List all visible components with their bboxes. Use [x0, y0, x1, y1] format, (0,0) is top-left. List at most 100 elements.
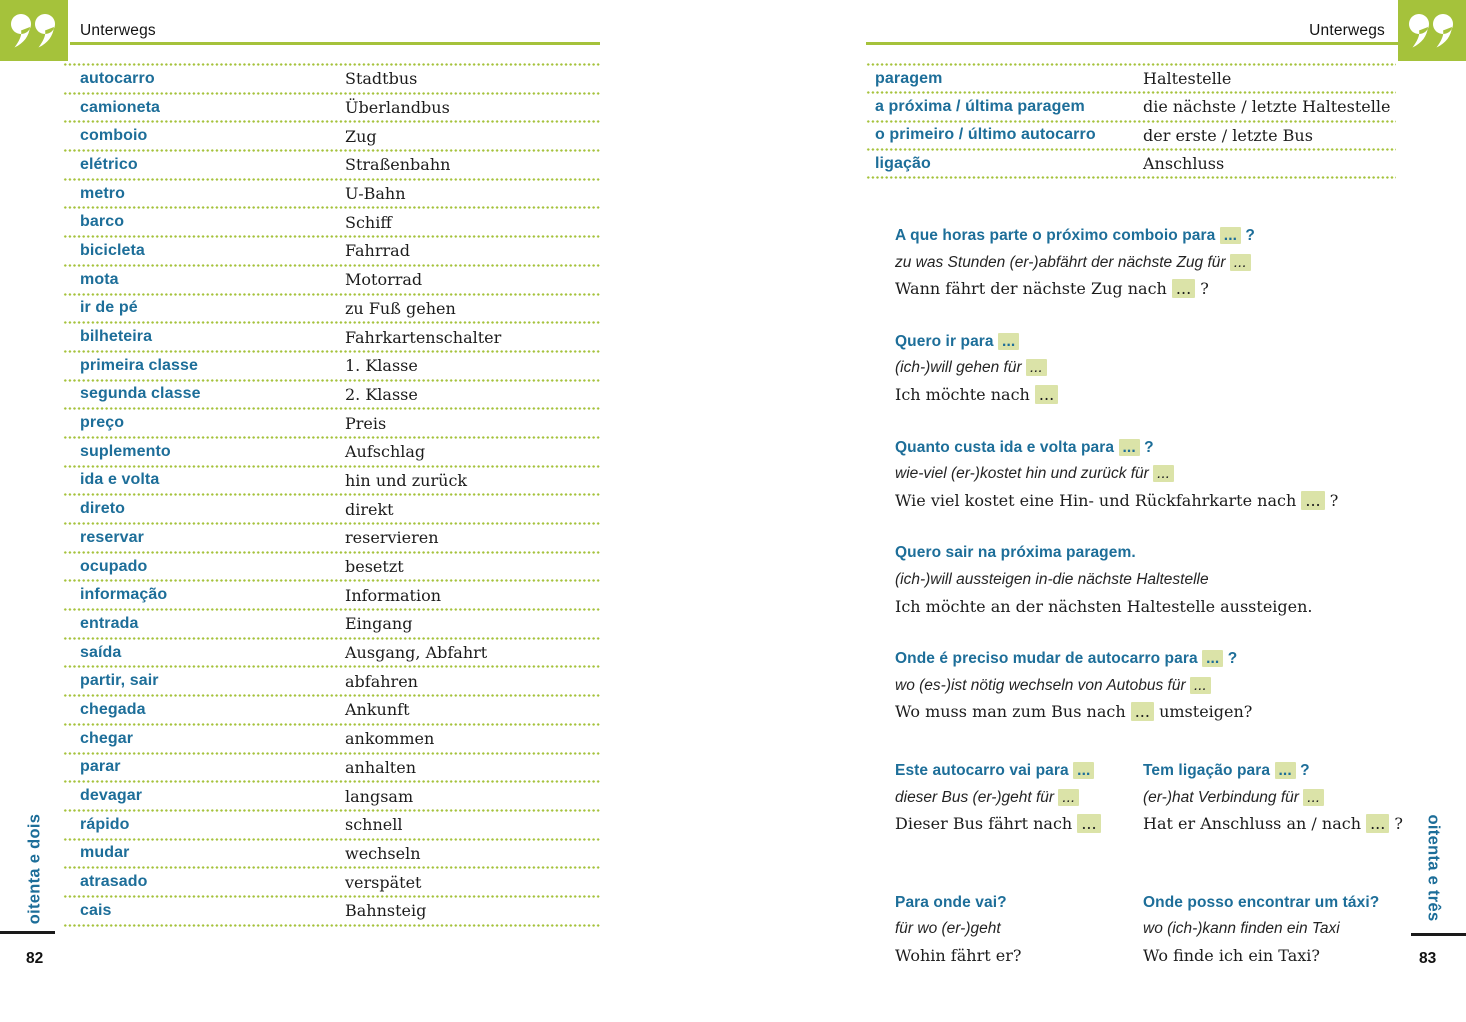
- phrase-pair-left: Para onde vai? für wo (er-)geht Wohin fähr…: [895, 890, 1143, 996]
- phrase-line-literal: wo (ich-)kann finden ein Taxi: [1143, 920, 1340, 938]
- dotted-separator: [63, 780, 600, 784]
- double-quote-icon: [11, 14, 56, 48]
- gap-highlight: ...: [1025, 359, 1047, 377]
- gap-highlight: ...: [1058, 788, 1080, 806]
- dotted-separator: [63, 608, 600, 612]
- vocab-term-pt: informação: [80, 586, 168, 604]
- dotted-separator: [63, 751, 600, 755]
- gap-highlight: ...: [1077, 814, 1101, 834]
- header-rule-left: [70, 42, 600, 45]
- phrase-line-de: Wann fährt der nächste Zug nach ... ?: [895, 279, 1209, 299]
- vocab-row: parar anhalten: [63, 755, 600, 781]
- dotted-separator: [63, 91, 600, 95]
- vocab-term-pt: primeira classe: [80, 356, 199, 374]
- double-quote-icon: [1409, 14, 1454, 48]
- vocab-row: chegar ankommen: [63, 726, 600, 752]
- vocab-term-pt: ida e volta: [80, 471, 160, 489]
- vocab-term-pt: partir, sair: [80, 672, 159, 690]
- vocab-term-pt: bilheteira: [80, 328, 153, 346]
- vocab-term-pt: segunda classe: [80, 385, 201, 403]
- vocab-row: atrasado verspätet: [63, 869, 600, 895]
- green-corner-box-left: [0, 0, 68, 61]
- vocab-term-de: zu Fuß gehen: [345, 298, 456, 318]
- dotted-separator: [63, 464, 600, 468]
- phrase-line-pt: A que horas parte o próximo comboio para…: [895, 227, 1255, 244]
- vocab-row: mota Motorrad: [63, 267, 600, 293]
- vocab-term-de: der erste / letzte Bus: [1143, 125, 1313, 145]
- phrase-block: Quanto custa ida e volta para ... ? wie-v…: [895, 435, 1407, 515]
- vocab-term-de: abfahren: [345, 671, 418, 691]
- phrase-line-literal: (er-)hat Verbindung für ...: [1143, 785, 1403, 812]
- side-label-left: oitenta e dois: [25, 813, 44, 925]
- vocab-term-pt: o primeiro / último autocarro: [875, 126, 1096, 144]
- dotted-separator: [63, 665, 600, 669]
- vocab-term-de: Eingang: [345, 614, 413, 634]
- vocab-term-pt: barco: [80, 213, 125, 231]
- vocab-term-de: Stadtbus: [345, 69, 418, 89]
- vocab-term-de: Ankunft: [345, 700, 410, 720]
- vocab-term-de: Anschluss: [1143, 154, 1225, 174]
- vocab-row: o primeiro / último autocarro der erste /…: [866, 123, 1396, 148]
- vocab-row: mudar wechseln: [63, 841, 600, 867]
- vocab-row: ida e volta hin und zurück: [63, 468, 600, 494]
- green-corner-box-right: [1398, 0, 1466, 61]
- vocab-term-de: langsam: [345, 786, 414, 806]
- page-number-right: 83: [1419, 950, 1437, 967]
- vocab-term-pt: parar: [80, 758, 121, 776]
- vocab-row: camioneta Überlandbus: [63, 95, 600, 121]
- phrase-section: A que horas parte o próximo comboio para…: [895, 223, 1407, 752]
- vocab-term-de: Preis: [345, 413, 387, 433]
- vocab-term-pt: bicicleta: [80, 241, 145, 259]
- vocab-term-pt: reservar: [80, 528, 144, 546]
- vocab-term-de: Information: [345, 585, 442, 605]
- vocab-row: barco Schiff: [63, 209, 600, 235]
- vocab-row: saída Ausgang, Abfahrt: [63, 640, 600, 666]
- dotted-separator: [866, 147, 1396, 151]
- dotted-separator: [63, 894, 600, 898]
- vocab-term-pt: ligação: [875, 154, 931, 172]
- vocab-row: a próxima / última paragem die nächste / …: [866, 94, 1396, 119]
- phrase-block: Este autocarro vai para ... dieser Bus (e…: [895, 758, 1143, 838]
- phrase-line-literal: wie-viel (er-)kostet hin und zurück für …: [895, 461, 1407, 488]
- vocab-term-de: Fahrrad: [345, 241, 410, 261]
- page-number-left: 82: [26, 950, 44, 967]
- vocab-row: comboio Zug: [63, 123, 600, 149]
- dotted-separator: [63, 63, 600, 66]
- vocab-term-de: Straßenbahn: [345, 155, 451, 175]
- dotted-separator: [63, 579, 600, 583]
- vocab-term-de: Haltestelle: [1143, 69, 1232, 89]
- vocab-row: ligação Anschluss: [866, 151, 1396, 176]
- vocab-term-de: 2. Klasse: [345, 384, 418, 404]
- dotted-separator: [63, 378, 600, 382]
- vocab-term-pt: devagar: [80, 787, 143, 805]
- phrase-line-literal: zu was Stunden (er-)abfährt der nächste …: [895, 250, 1407, 277]
- phrase-pair-section: Este autocarro vai para ... dieser Bus (e…: [895, 758, 1407, 1022]
- vocab-row: cais Bahnsteig: [63, 898, 600, 924]
- gap-highlight: ...: [1274, 762, 1296, 779]
- phrase-pair-left: Este autocarro vai para ... dieser Bus (e…: [895, 758, 1143, 864]
- vocab-term-pt: paragem: [875, 69, 943, 87]
- vocab-term-pt: chegar: [80, 729, 134, 747]
- dotted-separator: [63, 550, 600, 554]
- phrase-line-literal: (ich-)will aussteigen in-die nächste Hal…: [895, 570, 1209, 588]
- vocab-term-de: ankommen: [345, 729, 435, 749]
- vocab-row: direto direkt: [63, 496, 600, 522]
- vocab-term-de: hin und zurück: [345, 470, 468, 490]
- dotted-separator: [63, 866, 600, 870]
- dotted-separator: [63, 722, 600, 726]
- vocab-term-de: verspätet: [345, 872, 422, 892]
- dotted-separator: [63, 837, 600, 841]
- vocab-term-de: anhalten: [345, 757, 417, 777]
- phrase-line-de: Hat er Anschluss an / nach ... ?: [1143, 814, 1404, 834]
- side-label-right: oitenta e três: [1424, 814, 1443, 922]
- dotted-separator: [63, 493, 600, 497]
- dotted-separator: [866, 63, 1396, 66]
- vocab-term-pt: rápido: [80, 815, 130, 833]
- vocab-term-de: Zug: [345, 126, 377, 146]
- vocab-term-de: Aufschlag: [345, 442, 426, 462]
- dotted-separator: [63, 120, 600, 124]
- phrase-line-pt: Tem ligação para ... ?: [1143, 762, 1310, 779]
- vocab-row: bicicleta Fahrrad: [63, 238, 600, 264]
- gap-highlight: ...: [1219, 227, 1242, 244]
- phrase-block: Para onde vai? für wo (er-)geht Wohin fähr…: [895, 890, 1143, 970]
